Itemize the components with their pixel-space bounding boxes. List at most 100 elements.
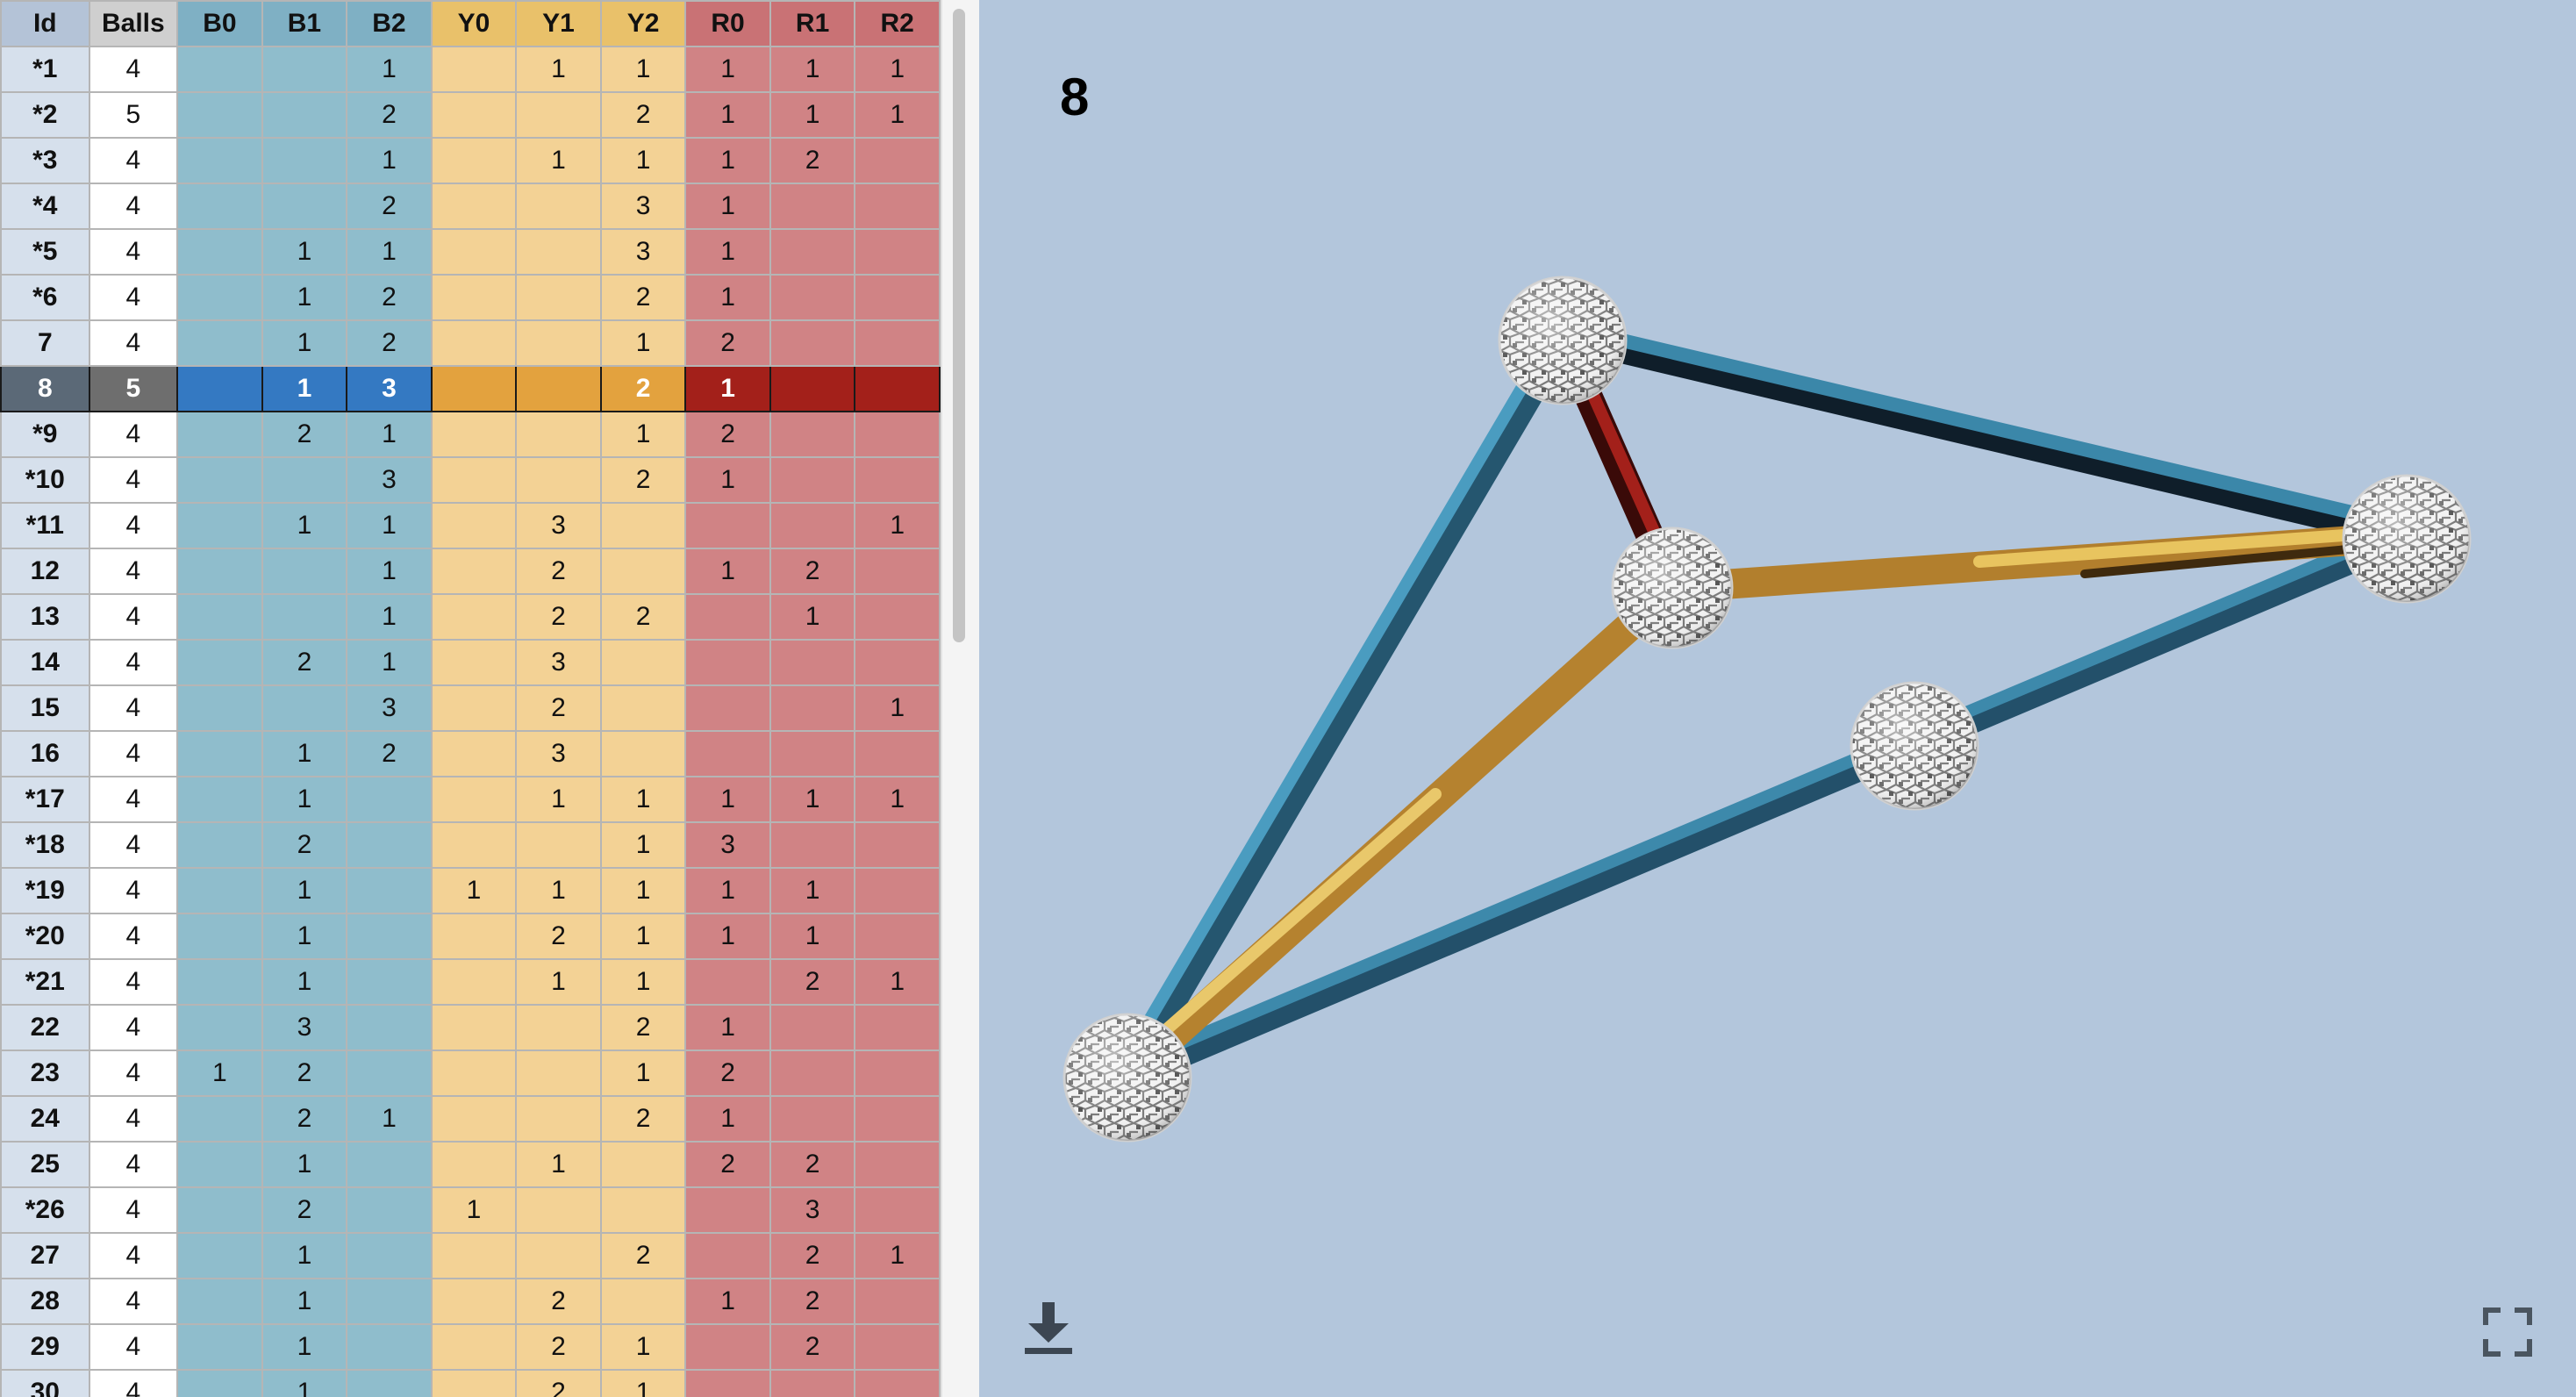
cell-y1[interactable] bbox=[515, 1050, 602, 1097]
cell-id[interactable]: 13 bbox=[0, 593, 90, 641]
cell-y2[interactable] bbox=[599, 1186, 687, 1234]
cell-id[interactable]: *9 bbox=[0, 411, 90, 458]
cell-b2[interactable]: 2 bbox=[346, 183, 433, 230]
cell-r2[interactable]: 1 bbox=[854, 1232, 941, 1279]
cell-b2[interactable]: 3 bbox=[346, 684, 433, 732]
cell-b1[interactable] bbox=[261, 183, 348, 230]
cell-b2[interactable]: 1 bbox=[346, 502, 433, 549]
cell-r0[interactable]: 1 bbox=[684, 776, 771, 823]
table-row[interactable]: *21 4 1 1 1 2 1 bbox=[0, 958, 941, 1006]
cell-r1[interactable]: 2 bbox=[769, 958, 856, 1006]
table-row[interactable]: 24 4 2 1 2 1 bbox=[0, 1095, 941, 1143]
cell-b1[interactable]: 1 bbox=[261, 1141, 348, 1188]
cell-balls[interactable]: 4 bbox=[88, 1186, 179, 1234]
cell-y2[interactable]: 1 bbox=[599, 46, 687, 93]
cell-b2[interactable] bbox=[346, 1141, 433, 1188]
cell-y0[interactable] bbox=[430, 684, 518, 732]
cell-id[interactable]: *2 bbox=[0, 91, 90, 139]
cell-id[interactable]: 28 bbox=[0, 1278, 90, 1325]
cell-b2[interactable]: 1 bbox=[346, 639, 433, 686]
cell-balls[interactable]: 4 bbox=[88, 639, 179, 686]
table-row[interactable]: *3 4 1 1 1 1 2 bbox=[0, 137, 941, 184]
table-row[interactable]: *18 4 2 1 3 bbox=[0, 821, 941, 869]
table-scrollbar[interactable] bbox=[941, 0, 979, 1397]
cell-y2[interactable]: 1 bbox=[599, 867, 687, 914]
cell-id[interactable]: *1 bbox=[0, 46, 90, 93]
table-row[interactable]: *6 4 1 2 2 1 bbox=[0, 274, 941, 321]
cell-b0[interactable] bbox=[176, 639, 263, 686]
cell-y0[interactable] bbox=[430, 1369, 518, 1397]
cell-y0[interactable] bbox=[430, 913, 518, 960]
cell-balls[interactable]: 4 bbox=[88, 730, 179, 777]
cell-r2[interactable] bbox=[854, 593, 941, 641]
cell-r1[interactable] bbox=[769, 1095, 856, 1143]
cell-b2[interactable]: 1 bbox=[346, 548, 433, 595]
cell-b0[interactable] bbox=[176, 867, 263, 914]
cell-balls[interactable]: 4 bbox=[88, 958, 179, 1006]
cell-r2[interactable] bbox=[854, 1141, 941, 1188]
download-button[interactable] bbox=[1021, 1299, 1076, 1357]
cell-y0[interactable] bbox=[430, 456, 518, 504]
cell-r1[interactable] bbox=[769, 1369, 856, 1397]
cell-r2[interactable]: 1 bbox=[854, 958, 941, 1006]
cell-y0[interactable] bbox=[430, 958, 518, 1006]
cell-r0[interactable]: 3 bbox=[684, 821, 771, 869]
table-row[interactable]: *4 4 2 3 1 bbox=[0, 183, 941, 230]
cell-y2[interactable]: 1 bbox=[599, 776, 687, 823]
cell-y2[interactable] bbox=[599, 730, 687, 777]
cell-id[interactable]: *10 bbox=[0, 456, 90, 504]
cell-b2[interactable]: 2 bbox=[346, 91, 433, 139]
cell-y0[interactable] bbox=[430, 1323, 518, 1371]
cell-y1[interactable] bbox=[515, 456, 602, 504]
cell-b1[interactable]: 1 bbox=[261, 1232, 348, 1279]
cell-b0[interactable] bbox=[176, 1278, 263, 1325]
table-row[interactable]: 25 4 1 1 2 2 bbox=[0, 1141, 941, 1188]
cell-id[interactable]: *20 bbox=[0, 913, 90, 960]
cell-y1[interactable] bbox=[515, 1004, 602, 1051]
table-row[interactable]: 12 4 1 2 1 2 bbox=[0, 548, 941, 595]
cell-id[interactable]: 14 bbox=[0, 639, 90, 686]
cell-b1[interactable] bbox=[261, 593, 348, 641]
cell-b0[interactable] bbox=[176, 1095, 263, 1143]
cell-y2[interactable]: 3 bbox=[599, 183, 687, 230]
cell-r2[interactable] bbox=[854, 274, 941, 321]
cell-y2[interactable] bbox=[599, 1141, 687, 1188]
cell-y2[interactable]: 1 bbox=[599, 913, 687, 960]
cell-r0[interactable]: 1 bbox=[684, 548, 771, 595]
cell-r2[interactable]: 1 bbox=[854, 46, 941, 93]
cell-y0[interactable] bbox=[430, 548, 518, 595]
cell-b2[interactable]: 2 bbox=[346, 730, 433, 777]
table-row[interactable]: 30 4 1 2 1 bbox=[0, 1369, 941, 1397]
cell-y0[interactable] bbox=[430, 1050, 518, 1097]
cell-y1[interactable]: 3 bbox=[515, 502, 602, 549]
cell-y1[interactable] bbox=[515, 365, 602, 412]
cell-b0[interactable] bbox=[176, 1186, 263, 1234]
cell-b0[interactable] bbox=[176, 776, 263, 823]
cell-y1[interactable]: 1 bbox=[515, 46, 602, 93]
cell-r2[interactable] bbox=[854, 1095, 941, 1143]
cell-b0[interactable] bbox=[176, 1141, 263, 1188]
cell-y1[interactable] bbox=[515, 1095, 602, 1143]
cell-y2[interactable]: 3 bbox=[599, 228, 687, 276]
cell-y1[interactable]: 1 bbox=[515, 958, 602, 1006]
cell-b1[interactable] bbox=[261, 456, 348, 504]
cell-r0[interactable] bbox=[684, 684, 771, 732]
cell-r0[interactable]: 1 bbox=[684, 1278, 771, 1325]
cell-balls[interactable]: 4 bbox=[88, 593, 179, 641]
cell-balls[interactable]: 4 bbox=[88, 137, 179, 184]
cell-r0[interactable]: 1 bbox=[684, 46, 771, 93]
cell-r0[interactable]: 1 bbox=[684, 91, 771, 139]
column-header-b2[interactable]: B2 bbox=[346, 0, 433, 47]
cell-r1[interactable] bbox=[769, 411, 856, 458]
cell-id[interactable]: 27 bbox=[0, 1232, 90, 1279]
cell-b2[interactable] bbox=[346, 867, 433, 914]
cell-r2[interactable] bbox=[854, 1050, 941, 1097]
cell-id[interactable]: 7 bbox=[0, 319, 90, 367]
cell-id[interactable]: 23 bbox=[0, 1050, 90, 1097]
cell-r2[interactable]: 1 bbox=[854, 684, 941, 732]
cell-y2[interactable]: 2 bbox=[599, 274, 687, 321]
cell-y1[interactable]: 2 bbox=[515, 593, 602, 641]
cell-y0[interactable] bbox=[430, 137, 518, 184]
column-header-y0[interactable]: Y0 bbox=[430, 0, 518, 47]
